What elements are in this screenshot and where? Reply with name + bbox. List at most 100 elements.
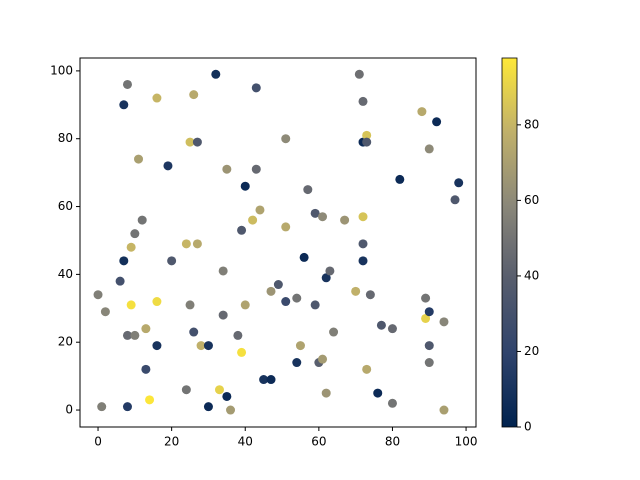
point xyxy=(373,388,383,398)
point xyxy=(292,293,302,303)
point xyxy=(310,300,320,310)
point xyxy=(421,293,431,303)
point xyxy=(318,212,328,222)
point xyxy=(192,239,202,249)
point xyxy=(325,266,335,276)
point xyxy=(303,185,313,195)
colorbar xyxy=(501,57,518,428)
point xyxy=(97,402,107,412)
point xyxy=(192,137,202,147)
point xyxy=(181,385,191,395)
point xyxy=(203,341,213,351)
point xyxy=(248,215,258,225)
point xyxy=(141,324,151,334)
point xyxy=(240,181,250,191)
point xyxy=(119,100,129,110)
point xyxy=(122,79,132,89)
x-tick-label: 80 xyxy=(385,435,400,449)
point xyxy=(152,93,162,103)
point xyxy=(439,405,449,415)
point xyxy=(281,297,291,307)
colorbar-tick-label: 0 xyxy=(524,420,532,434)
x-tick-label: 60 xyxy=(311,435,326,449)
point xyxy=(454,178,464,188)
y-tick-label: 80 xyxy=(58,131,73,145)
point xyxy=(122,330,132,340)
point xyxy=(251,164,261,174)
y-tick-label: 60 xyxy=(58,199,73,213)
point xyxy=(130,330,140,340)
point xyxy=(189,90,199,100)
point xyxy=(365,290,375,300)
point xyxy=(281,222,291,232)
x-tick-label: 40 xyxy=(238,435,253,449)
point xyxy=(432,117,442,127)
point xyxy=(273,280,283,290)
point xyxy=(134,154,144,164)
y-tick-label: 0 xyxy=(65,403,73,417)
point xyxy=(281,134,291,144)
point xyxy=(318,354,328,364)
colorbar-tick-label: 40 xyxy=(524,268,539,282)
point xyxy=(292,358,302,368)
point xyxy=(295,341,305,351)
colorbar-tick-label: 60 xyxy=(524,193,539,207)
point xyxy=(358,256,368,266)
point xyxy=(226,405,236,415)
x-tick-label: 0 xyxy=(94,435,102,449)
point xyxy=(439,317,449,327)
point xyxy=(126,300,136,310)
point xyxy=(137,215,147,225)
point xyxy=(266,375,276,385)
y-tick-label: 100 xyxy=(50,63,73,77)
point xyxy=(119,256,129,266)
point xyxy=(100,307,110,317)
point xyxy=(211,69,221,79)
point xyxy=(329,327,339,337)
point xyxy=(196,341,206,351)
point xyxy=(130,229,140,239)
point xyxy=(251,83,261,93)
point xyxy=(152,341,162,351)
point xyxy=(387,324,397,334)
point xyxy=(321,388,331,398)
point xyxy=(358,212,368,222)
point xyxy=(358,239,368,249)
point xyxy=(421,313,431,323)
point xyxy=(450,195,460,205)
point xyxy=(259,375,269,385)
point xyxy=(152,297,162,307)
point xyxy=(115,276,125,286)
point xyxy=(351,286,361,296)
point xyxy=(358,96,368,106)
point xyxy=(218,310,228,320)
point xyxy=(214,385,224,395)
point xyxy=(218,266,228,276)
point xyxy=(222,391,232,401)
point xyxy=(299,252,309,262)
point xyxy=(354,69,364,79)
point xyxy=(189,327,199,337)
point xyxy=(185,137,195,147)
point xyxy=(93,290,103,300)
point xyxy=(424,341,434,351)
point xyxy=(362,130,372,140)
point xyxy=(376,320,386,330)
point xyxy=(424,307,434,317)
plot-frame xyxy=(79,57,477,428)
point xyxy=(141,364,151,374)
point xyxy=(122,402,132,412)
point xyxy=(310,208,320,218)
colorbar-tick-label: 80 xyxy=(524,117,539,131)
point xyxy=(255,205,265,215)
point xyxy=(237,347,247,357)
point xyxy=(362,364,372,374)
point xyxy=(145,395,155,405)
point xyxy=(424,358,434,368)
point xyxy=(185,300,195,310)
x-tick-label: 20 xyxy=(164,435,179,449)
point xyxy=(395,174,405,184)
x-tick-label: 100 xyxy=(455,435,478,449)
